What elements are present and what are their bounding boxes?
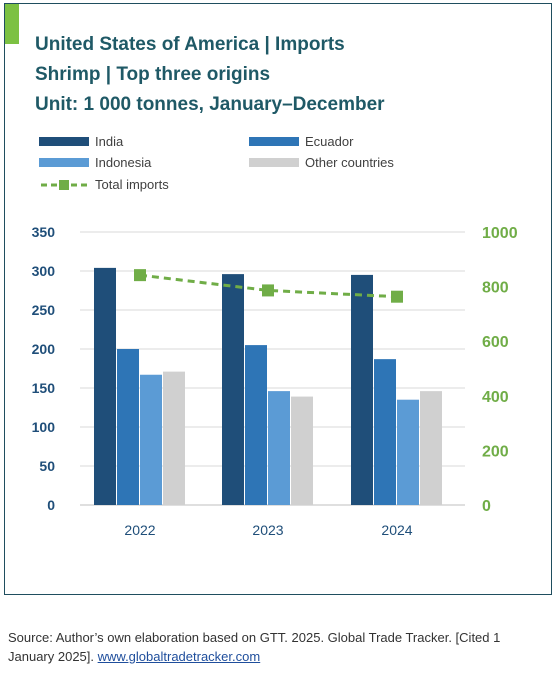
legend-item-india: India bbox=[39, 134, 123, 149]
legend-swatch-ecuador bbox=[249, 137, 299, 146]
chart-title: United States of America | Imports Shrim… bbox=[35, 30, 385, 120]
legend-swatch-indonesia bbox=[39, 158, 89, 167]
legend: India Ecuador Indonesia Other countries … bbox=[39, 134, 539, 204]
bar-indonesia-2022 bbox=[140, 374, 162, 505]
left-axis-tick-label: 150 bbox=[32, 380, 56, 396]
source-note: Source: Author’s own elaboration based o… bbox=[8, 628, 548, 666]
bar-india-2023 bbox=[222, 274, 244, 505]
right-axis-tick-label: 400 bbox=[482, 389, 509, 406]
left-axis-tick-label: 300 bbox=[32, 263, 56, 279]
left-axis-tick-label: 350 bbox=[32, 224, 56, 240]
legend-item-ecuador: Ecuador bbox=[249, 134, 353, 149]
legend-label-ecuador: Ecuador bbox=[305, 134, 354, 149]
legend-label-total: Total imports bbox=[95, 177, 169, 192]
bar-ecuador-2023 bbox=[245, 345, 267, 505]
bar-other-countries-2022 bbox=[163, 371, 185, 505]
title-line-3: Unit: 1 000 tonnes, January–December bbox=[35, 94, 385, 115]
legend-label-india: India bbox=[95, 134, 124, 149]
right-axis-tick-label: 0 bbox=[482, 498, 491, 515]
x-axis-tick-label: 2022 bbox=[124, 522, 155, 538]
bar-ecuador-2022 bbox=[117, 349, 139, 505]
accent-bar bbox=[5, 4, 19, 44]
left-axis-tick-label: 50 bbox=[39, 458, 55, 474]
bar-india-2024 bbox=[351, 274, 373, 505]
legend-swatch-other bbox=[249, 158, 299, 167]
line-total-imports bbox=[139, 273, 398, 299]
title-line-2: Shrimp | Top three origins bbox=[35, 64, 271, 85]
x-axis-tick-label: 2023 bbox=[252, 522, 283, 538]
right-axis-tick-label: 1000 bbox=[482, 225, 518, 242]
legend-swatch-india bbox=[39, 137, 89, 146]
legend-item-other: Other countries bbox=[249, 155, 394, 170]
left-axis-tick-label: 0 bbox=[47, 497, 55, 513]
legend-label-other: Other countries bbox=[305, 155, 394, 170]
chart-plot: 0 50 100 150 200 250 300 350 0 200 400 600 800 1000 20… bbox=[32, 224, 518, 538]
bar-india-2022 bbox=[94, 267, 116, 505]
point-total-imports-2024 bbox=[391, 290, 403, 303]
right-axis-tick-label: 600 bbox=[482, 334, 509, 351]
right-axis-tick-label: 200 bbox=[482, 443, 509, 460]
left-axis-tick-label: 250 bbox=[32, 302, 56, 318]
x-axis-tick-label: 2024 bbox=[381, 522, 412, 538]
left-axis-tick-label: 100 bbox=[32, 419, 56, 435]
bar-indonesia-2024 bbox=[397, 399, 419, 505]
point-total-imports-2023 bbox=[262, 284, 274, 297]
legend-item-indonesia: Indonesia bbox=[39, 155, 151, 170]
title-line-1: United States of America | Imports bbox=[35, 34, 345, 55]
bar-indonesia-2023 bbox=[268, 391, 290, 505]
bar-other-countries-2024 bbox=[420, 391, 442, 505]
bar-ecuador-2024 bbox=[374, 359, 396, 505]
source-link[interactable]: www.globaltradetracker.com bbox=[97, 649, 261, 664]
right-axis-tick-label: 800 bbox=[482, 280, 509, 297]
legend-swatch-total bbox=[41, 179, 87, 190]
legend-item-total: Total imports bbox=[39, 177, 169, 192]
left-axis-tick-label: 200 bbox=[32, 341, 56, 357]
source-text: Source: Author’s own elaboration based o… bbox=[8, 630, 501, 664]
bar-other-countries-2023 bbox=[291, 396, 313, 505]
legend-label-indonesia: Indonesia bbox=[95, 155, 152, 170]
point-total-imports-2022 bbox=[134, 269, 146, 282]
